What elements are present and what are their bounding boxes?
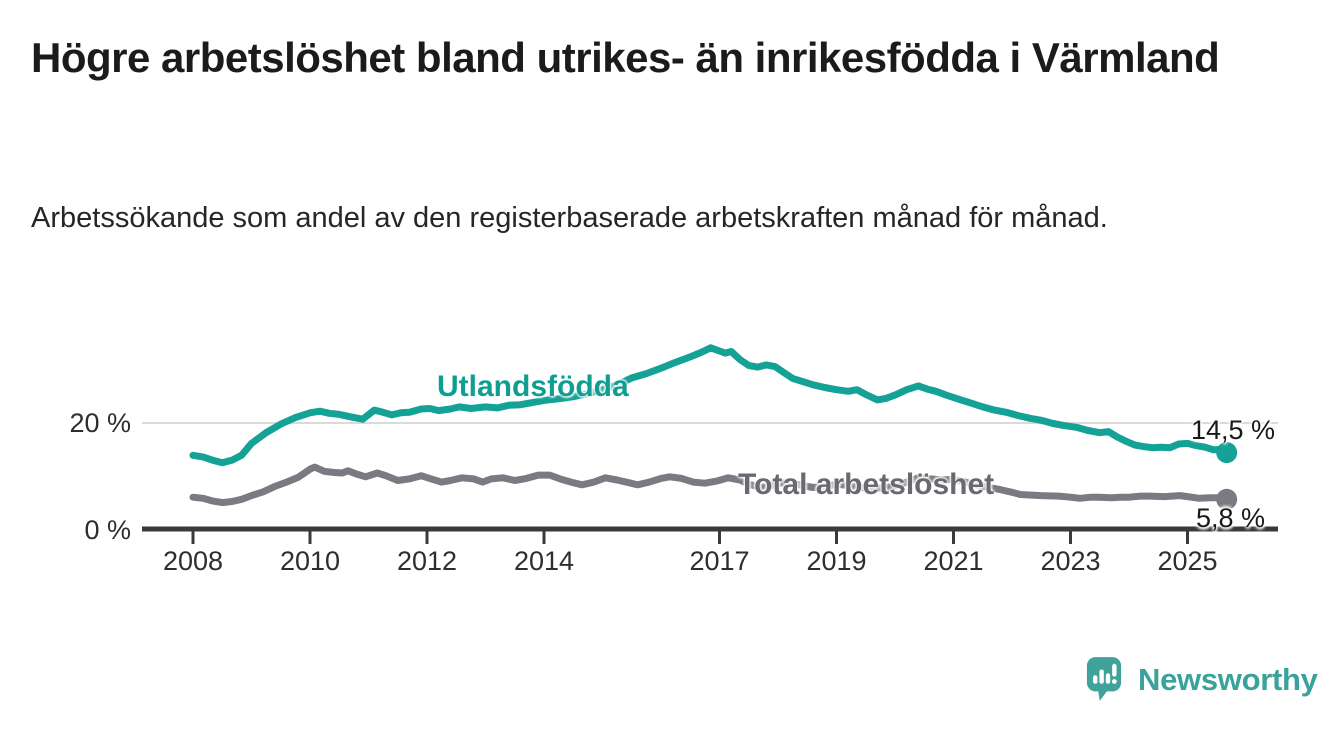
series-line <box>189 344 1231 467</box>
x-axis-tick-label: 2008 <box>163 546 223 576</box>
bar-2 <box>1099 669 1104 684</box>
newsworthy-wordmark: Newsworthy <box>1138 661 1318 697</box>
series-end-dot <box>1216 488 1238 510</box>
x-axis-tick-label: 2017 <box>689 546 749 576</box>
x-axis-tick-label: 2010 <box>280 546 340 576</box>
series-end-dot <box>1216 442 1238 464</box>
x-axis-tick-label: 2021 <box>923 546 983 576</box>
exclamation-dot <box>1111 679 1117 684</box>
speech-bubble-shape <box>1086 657 1122 701</box>
bar-3 <box>1105 673 1111 684</box>
page-title: Högre arbetslöshet bland utrikes- än inr… <box>31 34 1220 81</box>
x-axis-tick-label: 2025 <box>1157 546 1217 576</box>
end-value-total-arbetsloshet: 5,8 % <box>1196 503 1266 533</box>
series-line <box>189 463 1231 507</box>
x-axis-tick-label: 2014 <box>514 546 574 576</box>
bar-1 <box>1093 675 1098 684</box>
series-label-total-arbetsloshet: Total arbetslöshet <box>738 468 995 501</box>
x-axis-tick-label: 2019 <box>806 546 866 576</box>
exclamation-bar <box>1112 663 1117 677</box>
series-label-utlandsfodda: Utlandsfödda <box>437 370 629 403</box>
newsworthy-icon <box>1086 657 1122 701</box>
newsworthy-logo: Newsworthy <box>1085 655 1318 703</box>
x-axis-tick-label: 2012 <box>397 546 457 576</box>
x-axis-tick-label: 2023 <box>1040 546 1100 576</box>
y-axis-label-20: 20 % <box>69 408 131 438</box>
end-value-utlandsfodda: 14,5 % <box>1191 415 1276 445</box>
chart-subtitle: Arbetssökande som andel av den registerb… <box>31 202 1108 234</box>
y-axis-label-0: 0 % <box>84 515 131 545</box>
